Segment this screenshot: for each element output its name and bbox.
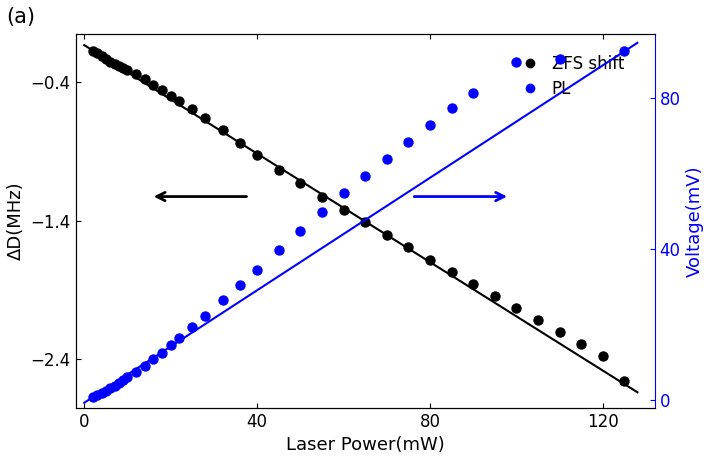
Point xyxy=(424,121,436,128)
Point xyxy=(139,75,151,83)
Legend: ZFS shift, PL: ZFS shift, PL xyxy=(508,50,629,102)
Point xyxy=(105,385,116,392)
Point xyxy=(165,342,176,349)
Point xyxy=(217,126,228,134)
Point xyxy=(139,362,151,370)
Point xyxy=(294,180,306,187)
Point xyxy=(294,227,306,235)
Point xyxy=(234,281,245,289)
Point xyxy=(186,106,198,113)
Point xyxy=(424,256,436,263)
Point xyxy=(575,340,587,348)
Point xyxy=(360,172,371,179)
Point xyxy=(200,313,211,320)
Point xyxy=(619,378,630,385)
Point xyxy=(200,114,211,121)
Point xyxy=(234,139,245,146)
Point xyxy=(510,304,522,312)
Point xyxy=(381,231,392,238)
Point xyxy=(338,206,349,213)
Point xyxy=(217,296,228,304)
Point xyxy=(113,379,124,387)
Point xyxy=(467,89,479,96)
Point xyxy=(173,334,185,342)
Point xyxy=(148,355,159,363)
Y-axis label: ΔD(MHz): ΔD(MHz) xyxy=(7,182,25,260)
Point xyxy=(446,268,457,276)
Point xyxy=(92,391,103,399)
Point xyxy=(467,280,479,288)
Point xyxy=(381,155,392,162)
Point xyxy=(92,50,103,57)
Point xyxy=(252,266,263,273)
Point xyxy=(122,374,133,381)
Point xyxy=(619,47,630,55)
Point xyxy=(117,377,129,384)
Point xyxy=(87,47,99,54)
Point xyxy=(402,243,414,251)
Point xyxy=(338,189,349,197)
Point xyxy=(156,86,168,94)
Y-axis label: Voltage(mV): Voltage(mV) xyxy=(686,165,704,277)
Point xyxy=(360,219,371,226)
Point xyxy=(130,71,141,78)
Point xyxy=(165,92,176,99)
Point xyxy=(105,58,116,65)
Point xyxy=(113,62,124,70)
Point xyxy=(100,387,112,394)
Point xyxy=(554,329,565,336)
Point xyxy=(173,97,185,105)
Point xyxy=(489,293,501,300)
Point xyxy=(510,59,522,66)
Point xyxy=(117,64,129,71)
Point xyxy=(156,349,168,356)
Point xyxy=(109,382,120,390)
Point xyxy=(109,60,120,67)
Point xyxy=(100,55,112,63)
X-axis label: Laser Power(mW): Laser Power(mW) xyxy=(286,436,444,454)
Point xyxy=(316,193,328,201)
Point xyxy=(87,393,99,401)
Point xyxy=(446,105,457,112)
Point xyxy=(130,368,141,376)
Point xyxy=(186,324,198,331)
Point xyxy=(252,151,263,159)
Text: (a): (a) xyxy=(6,6,35,27)
Point xyxy=(122,66,133,74)
Point xyxy=(402,138,414,145)
Point xyxy=(316,208,328,216)
Point xyxy=(273,246,284,254)
Point xyxy=(148,81,159,88)
Point xyxy=(597,353,609,360)
Point xyxy=(273,166,284,173)
Point xyxy=(533,317,544,324)
Point xyxy=(96,389,107,396)
Point xyxy=(96,53,107,60)
Point xyxy=(554,55,565,62)
